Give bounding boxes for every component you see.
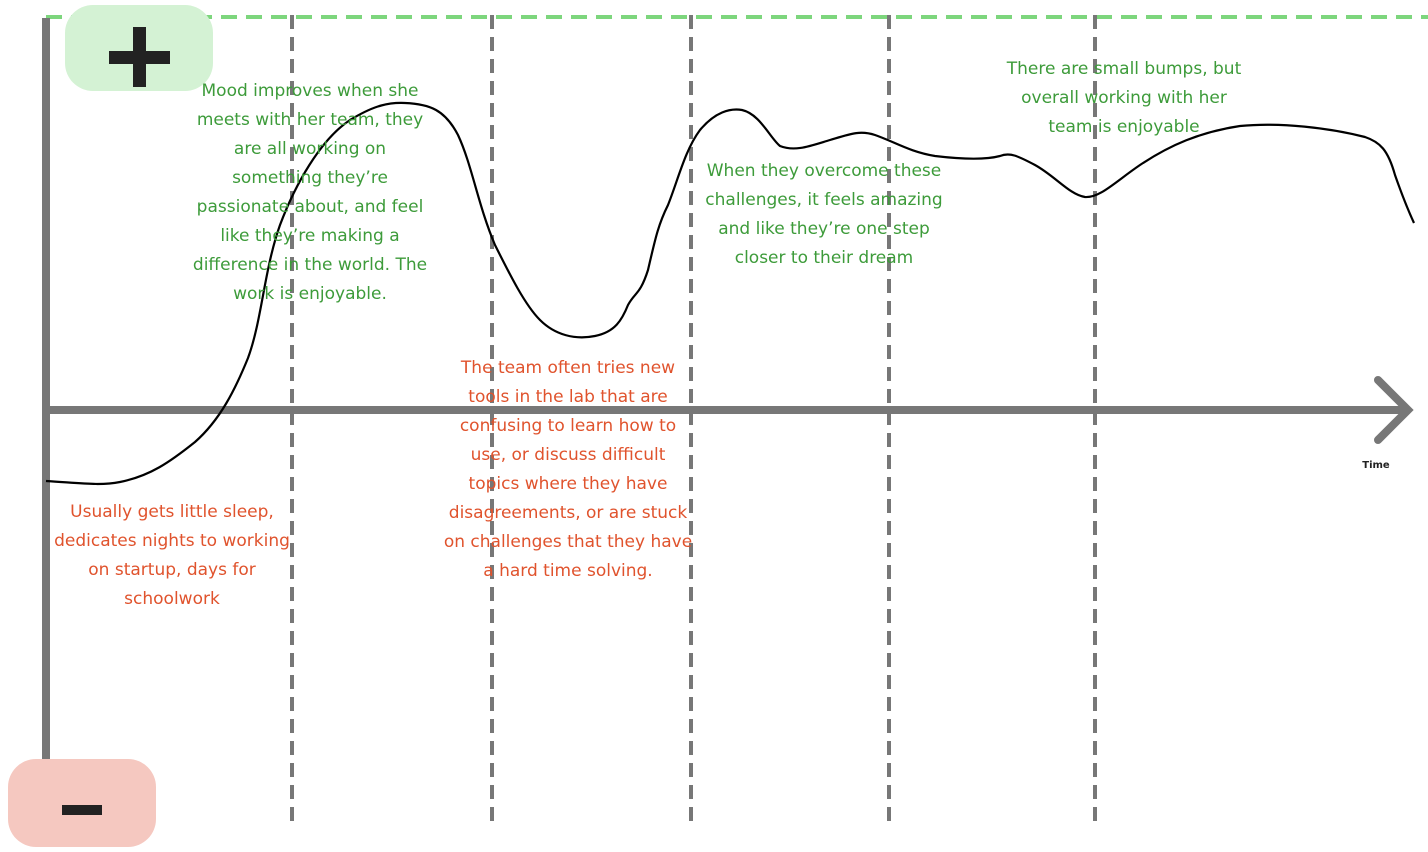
annotation-line: are all working on <box>234 139 386 159</box>
annotation-line: and like they’re one step <box>718 219 930 239</box>
stage-dividers <box>290 15 1097 826</box>
mood-curve <box>45 101 1415 486</box>
negative-badge <box>8 759 156 847</box>
plus-icon <box>109 51 170 64</box>
annotation-line: like they’re making a <box>220 226 399 246</box>
annotation-line: Mood improves when she <box>202 81 419 101</box>
annotation-line: tools in the lab that are <box>468 387 667 407</box>
minus-icon <box>62 805 102 815</box>
annotation-line: something they’re <box>232 168 388 188</box>
annotation-line: work is enjoyable. <box>233 284 387 304</box>
annotation-line: When they overcome these <box>707 161 942 181</box>
annotation-line: difference in the world. The <box>193 255 427 275</box>
annotation-line: closer to their dream <box>735 248 914 268</box>
annotation-line: The team often tries new <box>460 358 675 378</box>
annotation-line: team is enjoyable <box>1048 117 1199 137</box>
annotation-line: dedicates nights to working <box>54 531 290 551</box>
annotation-line: meets with her team, they <box>197 110 423 130</box>
annotation-line: passionate about, and feel <box>197 197 424 217</box>
axis-arrow <box>1374 376 1414 444</box>
annotation-line: overall working with her <box>1021 88 1227 108</box>
annotation-line: There are small bumps, but <box>1006 59 1242 79</box>
annotation-line: confusing to learn how to <box>460 416 676 436</box>
annotation-line: use, or discuss difficult <box>471 445 666 465</box>
annotation-line: topics where they have <box>469 474 668 494</box>
annotation-line: on challenges that they have <box>444 532 692 552</box>
annotation-line: Usually gets little sleep, <box>70 502 274 522</box>
annotation-line: disagreements, or are stuck <box>449 503 688 523</box>
annotation-line: on startup, days for <box>88 560 255 580</box>
annotation-line: a hard time solving. <box>483 561 652 581</box>
x-axis-label: Time <box>1362 460 1390 471</box>
annotation-line: challenges, it feels amazing <box>705 190 942 210</box>
annotation-line: schoolwork <box>124 589 220 609</box>
